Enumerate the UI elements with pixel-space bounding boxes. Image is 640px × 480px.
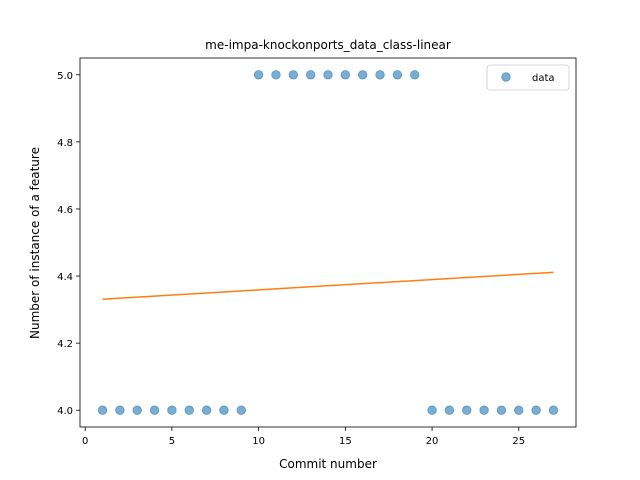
legend: data	[486, 64, 570, 91]
legend-label: data	[532, 73, 555, 84]
data-point	[115, 405, 125, 415]
x-tick-label: 0	[82, 436, 88, 447]
axes-frame	[79, 57, 577, 428]
data-point	[410, 70, 420, 80]
data-point	[514, 405, 524, 415]
plot-area: 0 5 10 15 20 25 4.0 4.2 4.4 4.6 4.8 5.0	[57, 57, 577, 447]
fit-line	[102, 271, 554, 300]
data-point	[323, 70, 333, 80]
data-point	[305, 70, 316, 80]
data-point	[444, 405, 455, 415]
y-axis-label: Number of instance of a feature	[28, 147, 42, 339]
data-point	[288, 70, 299, 80]
data-point	[357, 70, 368, 80]
x-tick-label: 25	[512, 436, 525, 447]
data-point	[167, 405, 177, 415]
y-tick-label: 4.0	[57, 406, 73, 417]
data-point	[375, 70, 385, 80]
y-tick-label: 4.2	[57, 339, 73, 350]
data-point	[149, 405, 160, 415]
data-point	[496, 405, 507, 415]
data-point	[236, 405, 246, 415]
y-tick-label: 4.6	[57, 205, 73, 216]
data-point	[531, 405, 541, 415]
y-tick-label: 5.0	[57, 71, 73, 82]
legend-box	[486, 64, 570, 91]
data-point	[548, 405, 559, 415]
data-point	[462, 405, 472, 415]
data-point	[479, 405, 489, 415]
x-tick-label: 10	[252, 436, 265, 447]
x-tick-label: 5	[169, 436, 175, 447]
data-point	[427, 405, 437, 415]
x-tick-label: 20	[426, 436, 439, 447]
data-point	[219, 405, 229, 415]
legend-marker	[501, 72, 511, 82]
x-axis-label: Commit number	[279, 457, 377, 471]
y-tick-label: 4.4	[57, 272, 73, 283]
chart-title: me-impa-knockonports_data_class-linear	[205, 38, 451, 52]
data-point	[271, 70, 281, 80]
data-point	[201, 405, 212, 415]
data-point	[340, 70, 351, 80]
y-tick-label: 4.8	[57, 138, 73, 149]
data-point	[184, 405, 194, 415]
x-tick-label: 15	[339, 436, 352, 447]
data-point	[132, 405, 142, 415]
data-point	[392, 70, 403, 80]
data-point	[97, 405, 108, 415]
data-point	[253, 70, 264, 80]
